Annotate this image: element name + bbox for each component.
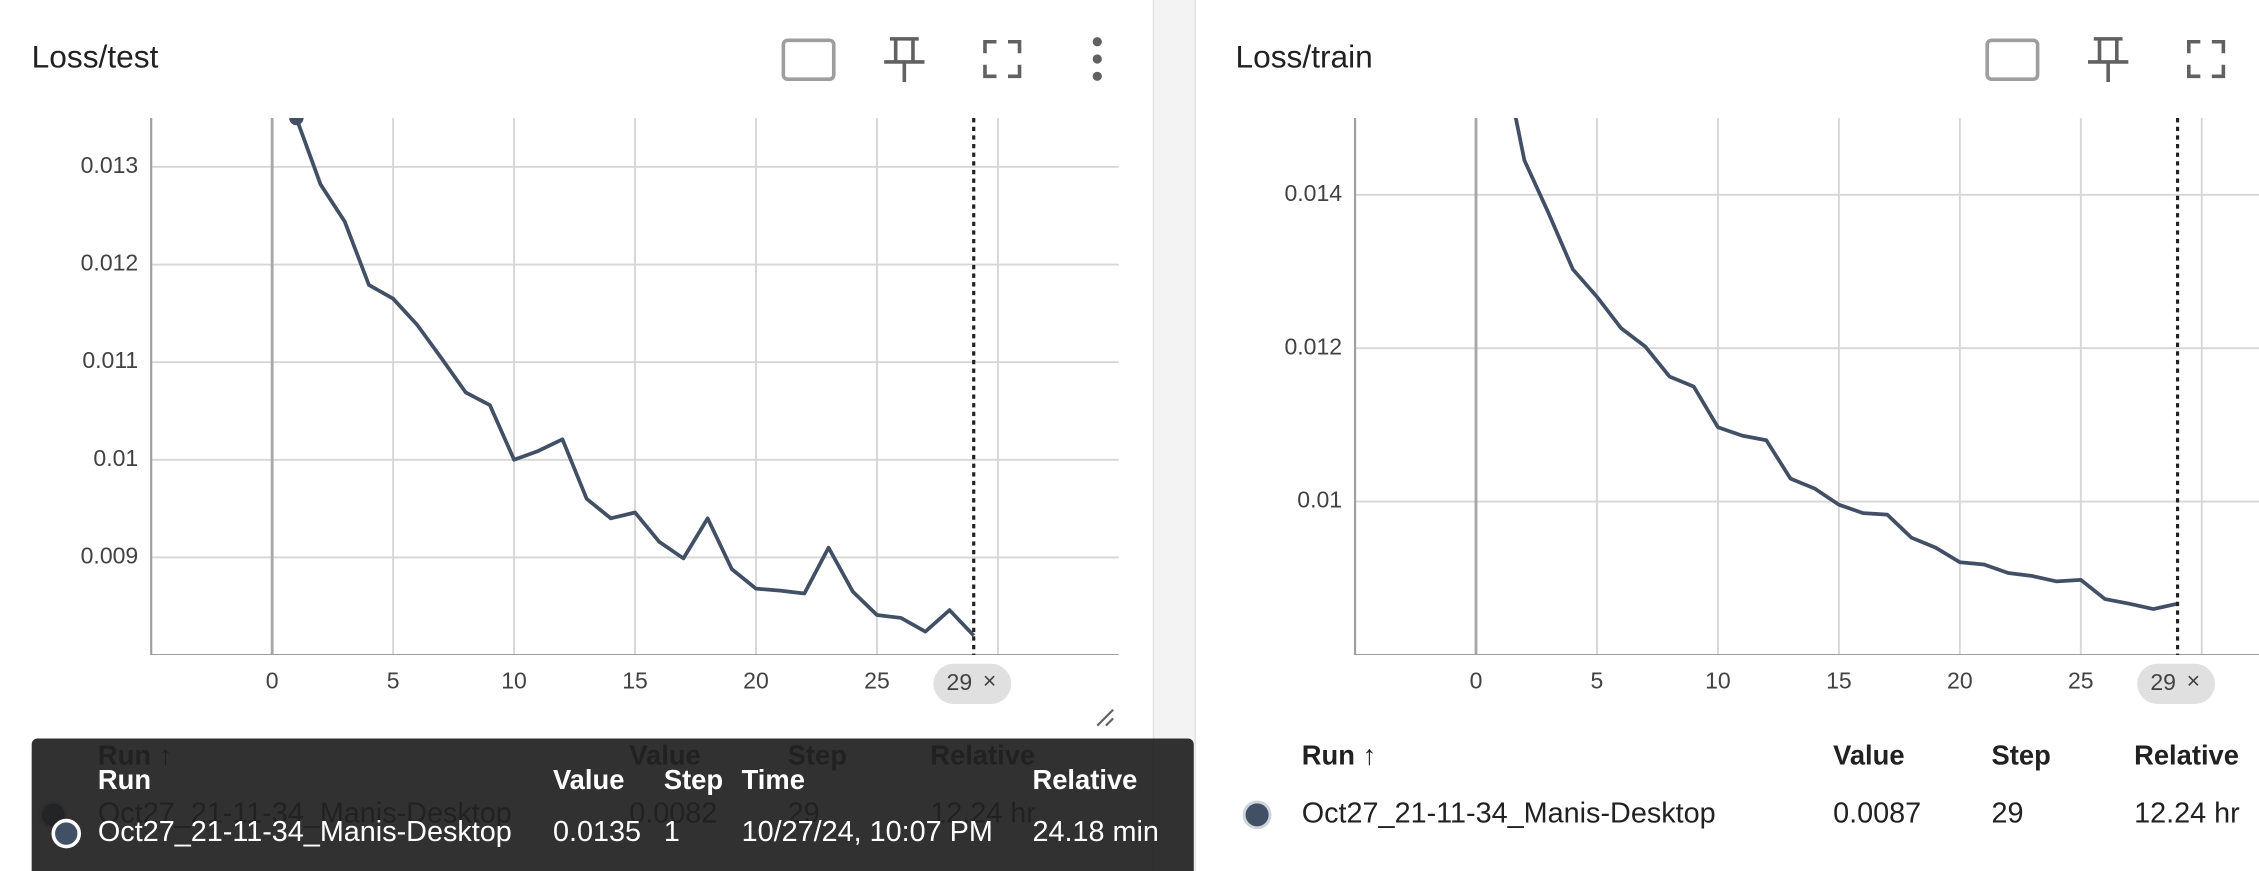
loss-line [294, 118, 976, 637]
step-chip-close: × [2187, 667, 2200, 693]
x-tick-label: 5 [1591, 667, 1604, 693]
hover-point [289, 118, 304, 126]
x-tick-label: 25 [2068, 667, 2094, 693]
table-cell: Oct27_21-11-34_Manis-Desktop [1302, 797, 1716, 829]
x-tick-label: 15 [1826, 667, 1852, 693]
card [0, 0, 1155, 871]
y-tick-label: 0.01 [93, 445, 138, 471]
loss-line [1513, 118, 2178, 611]
plot [151, 118, 1119, 656]
fit-domain-button[interactable] [781, 38, 836, 81]
y-tick-label: 0.012 [81, 250, 139, 276]
x-tick-label: 0 [1470, 667, 1483, 693]
fullscreen-button[interactable] [983, 39, 1022, 79]
fit-domain-button[interactable] [1985, 38, 2040, 81]
column-header: Run ↑ [1302, 739, 1376, 770]
tooltip-run-color [51, 818, 81, 849]
tooltip-header: Step [664, 764, 723, 795]
column-header: Relative [2134, 739, 2239, 770]
tooltip-header: Run [98, 764, 151, 795]
y-tick-label: 0.011 [82, 347, 138, 373]
tooltip-cell: 24.18 min [1032, 816, 1158, 848]
pin-button[interactable] [884, 37, 925, 83]
x-tick-label: 5 [387, 667, 400, 693]
column-header: Value [1833, 739, 1904, 770]
column-header: Step [1992, 739, 2051, 770]
y-tick-label: 0.013 [81, 152, 139, 178]
step-chip-label: 29 [947, 669, 973, 695]
plot [1355, 118, 2259, 656]
resize-handle[interactable] [1096, 708, 1114, 727]
tooltip-cell: 10/27/24, 10:07 PM [742, 816, 993, 848]
x-tick-label: 20 [1947, 667, 1973, 693]
table-cell: 12.24 hr [2134, 797, 2240, 829]
x-tick-label: 10 [501, 667, 527, 693]
x-tick-label: 25 [864, 667, 890, 693]
tooltip-header: Value [553, 764, 624, 795]
run-color [1242, 800, 1272, 830]
tooltip [31, 738, 1194, 871]
pin-button[interactable] [2088, 37, 2129, 83]
tooltip-cell: 0.0135 [553, 816, 641, 848]
y-tick-label: 0.01 [1297, 487, 1342, 513]
tooltip-header: Time [742, 764, 805, 795]
y-tick-label: 0.012 [1284, 333, 1342, 359]
x-tick-label: 0 [266, 667, 279, 693]
charts: 0.0090.010.0110.0120.01305101520253029×R… [31, 118, 2259, 871]
toolbar[interactable] [781, 37, 2226, 83]
step-chip [2137, 663, 2216, 704]
x-tick-label: 10 [1705, 667, 1731, 693]
tooltip-cell: Oct27_21-11-34_Manis-Desktop [98, 816, 512, 848]
card-title: Loss/train [1236, 38, 1373, 74]
tooltip-cell: 1 [664, 816, 680, 848]
x-tick-label: 20 [743, 667, 769, 693]
card-title: Loss/test [32, 38, 159, 74]
y-tick-label: 0.009 [81, 542, 139, 568]
card [1194, 0, 2259, 871]
more-button[interactable] [1092, 37, 1102, 81]
step-chip-label: 29 [2150, 669, 2176, 695]
fullscreen-button[interactable] [2187, 39, 2226, 79]
tooltip-header: Relative [1032, 764, 1137, 795]
step-chip [933, 663, 1012, 704]
step-chip-close: × [983, 667, 996, 693]
y-tick-label: 0.014 [1284, 180, 1342, 206]
x-tick-label: 15 [622, 667, 648, 693]
table-cell: 0.0087 [1833, 797, 1921, 829]
table-cell: 29 [1992, 797, 2024, 829]
